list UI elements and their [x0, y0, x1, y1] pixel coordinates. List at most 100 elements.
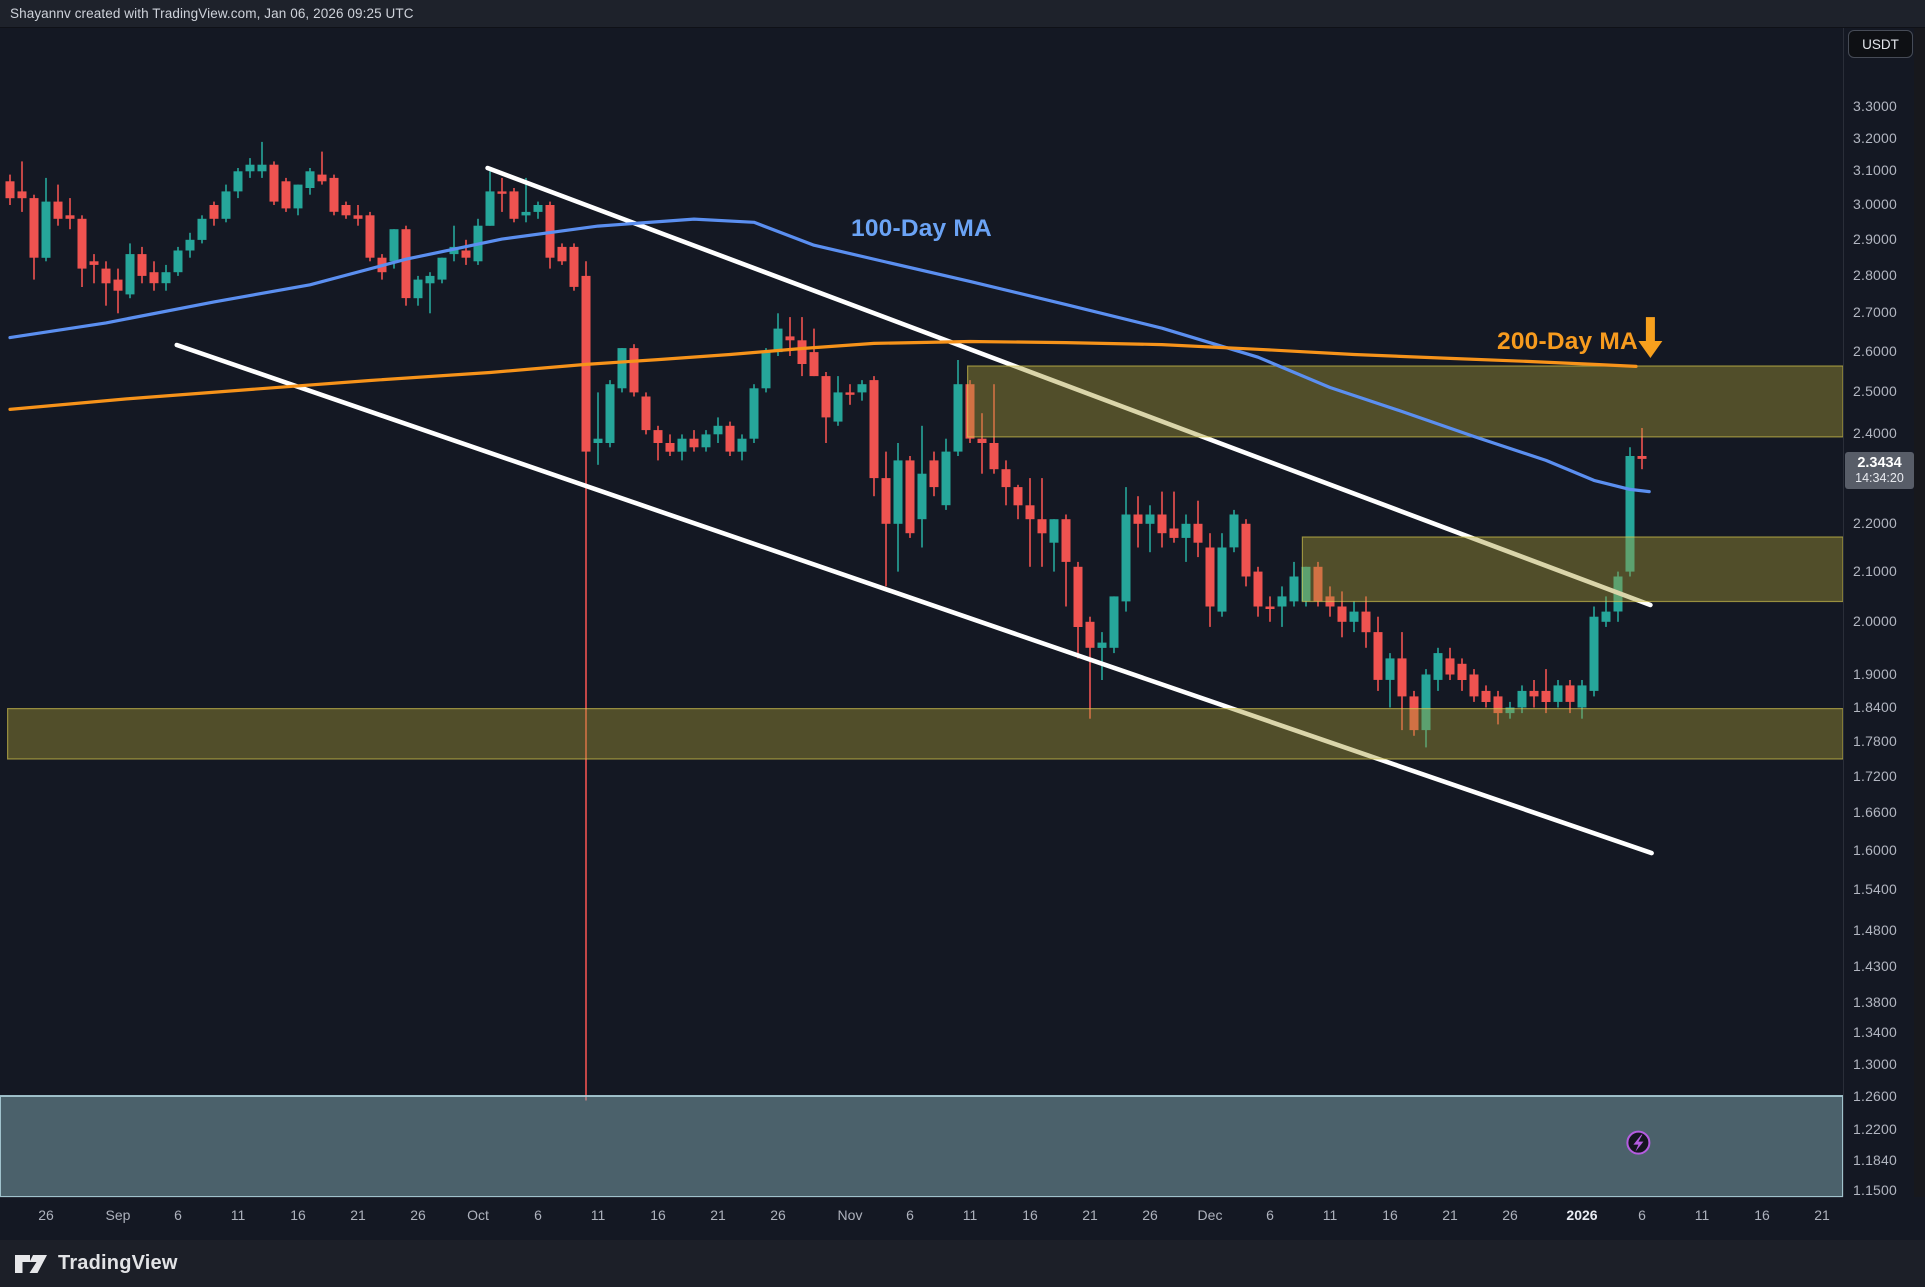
support-zone-low[interactable]	[6, 707, 1843, 760]
candle	[77, 215, 87, 287]
candle	[221, 184, 231, 223]
candle	[485, 171, 495, 226]
time-axis-label: 16	[290, 1207, 306, 1223]
price-axis-label: 1.3400	[1853, 1024, 1898, 1041]
candle	[365, 211, 375, 262]
time-axis-label: 11	[962, 1207, 978, 1223]
candle	[533, 201, 543, 219]
candle	[233, 168, 243, 199]
price-axis-label: 2.2000	[1853, 514, 1898, 531]
time-axis-label: Sep	[105, 1207, 131, 1223]
time-axis-label: Oct	[467, 1207, 489, 1223]
candle	[461, 239, 471, 265]
demand-zone-blue[interactable]	[0, 1095, 1843, 1197]
ma200-line[interactable]	[8, 339, 1638, 411]
candle	[1541, 669, 1551, 714]
price-axis-label: 3.2000	[1853, 129, 1898, 146]
candle	[401, 225, 411, 306]
tradingview-logo-icon[interactable]	[14, 1253, 48, 1275]
attribution-bar: Shayannv created with TradingView.com, J…	[0, 0, 1925, 28]
candle	[137, 246, 147, 284]
price-axis-label: 3.1000	[1853, 162, 1898, 179]
candle	[1625, 447, 1635, 577]
candle	[725, 421, 735, 456]
ma100-line[interactable]	[8, 217, 1651, 494]
axis-corner	[1843, 1197, 1925, 1240]
candle	[1205, 533, 1215, 627]
time-axis-label: 6	[534, 1207, 542, 1223]
price-axis-label: 2.1000	[1853, 562, 1898, 579]
candle	[509, 188, 519, 223]
candle	[1061, 514, 1071, 607]
candle	[437, 257, 447, 284]
candle	[317, 151, 327, 185]
lower-channel-line[interactable]	[174, 342, 1654, 856]
resistance-zone-mid[interactable]	[1301, 536, 1843, 603]
price-axis-label: 1.3800	[1853, 994, 1898, 1011]
price-axis-label: 1.2200	[1853, 1120, 1898, 1137]
time-axis-label: 21	[1442, 1207, 1458, 1223]
candle	[1373, 616, 1383, 691]
candle	[809, 328, 819, 377]
candle	[1289, 561, 1299, 607]
candle	[29, 194, 39, 280]
candle	[149, 261, 159, 291]
time-axis-label: 11	[230, 1207, 246, 1223]
time-axis-label: 6	[174, 1207, 182, 1223]
candle	[629, 344, 639, 397]
candle	[1637, 428, 1647, 470]
price-axis-label: 2.6000	[1853, 343, 1898, 360]
candle	[1217, 533, 1227, 617]
resistance-zone-upper[interactable]	[966, 365, 1843, 438]
price-axis-label: 1.7200	[1853, 767, 1898, 784]
price-axis-label: 2.4000	[1853, 425, 1898, 442]
time-axis-label: 16	[1382, 1207, 1398, 1223]
candle	[953, 360, 963, 456]
candle	[1445, 647, 1455, 680]
candle	[845, 384, 855, 405]
price-axis-label: 1.7800	[1853, 732, 1898, 749]
price-axis-label: 2.5000	[1853, 383, 1898, 400]
candle	[1409, 690, 1419, 736]
price-axis-label: 1.9000	[1853, 665, 1898, 682]
candle	[653, 425, 663, 461]
candle	[125, 243, 135, 299]
upper-channel-line[interactable]	[485, 165, 1653, 608]
last-price-value: 2.3434	[1857, 455, 1902, 471]
time-axis-label: 16	[650, 1207, 666, 1223]
price-axis-label: 3.0000	[1853, 195, 1898, 212]
price-axis[interactable]: 3.3000 3.2000 3.1000 3.0000 2.9000 2.8000 2.70…	[1843, 27, 1914, 1240]
candle	[1145, 505, 1155, 553]
time-axis-label: 26	[1502, 1207, 1518, 1223]
candle	[1313, 561, 1323, 607]
candle	[1181, 514, 1191, 562]
candle	[5, 174, 15, 205]
quote-currency-chip[interactable]: USDT	[1848, 30, 1913, 58]
plot-background	[0, 27, 1843, 1197]
candle	[305, 168, 315, 195]
time-axis-label: 21	[710, 1207, 726, 1223]
price-axis-label: 2.0000	[1853, 612, 1898, 629]
candle	[329, 174, 339, 216]
lightning-badge-icon[interactable]	[1626, 1130, 1651, 1155]
candle	[1301, 566, 1311, 607]
time-axis-label: 6	[1638, 1207, 1646, 1223]
candle	[1037, 478, 1047, 567]
candle	[941, 438, 951, 510]
time-axis-label: 2026	[1566, 1207, 1598, 1223]
candle	[905, 456, 915, 538]
candle	[269, 161, 279, 205]
time-axis[interactable]: 26 Sep 6 11 16 21 26 Oct 6 11 16 21 26 Nov 6 11 16 21 26 De…	[0, 1197, 1843, 1241]
candle-countdown: 14:34:20	[1855, 471, 1904, 485]
candle	[881, 451, 891, 587]
tradingview-brand-text[interactable]: TradingView	[58, 1252, 178, 1274]
candle	[65, 198, 75, 230]
candle	[1277, 586, 1287, 627]
candle	[413, 275, 423, 306]
candle	[1109, 596, 1119, 654]
time-axis-label: 21	[350, 1207, 366, 1223]
candle	[353, 205, 363, 226]
candle	[821, 372, 831, 443]
